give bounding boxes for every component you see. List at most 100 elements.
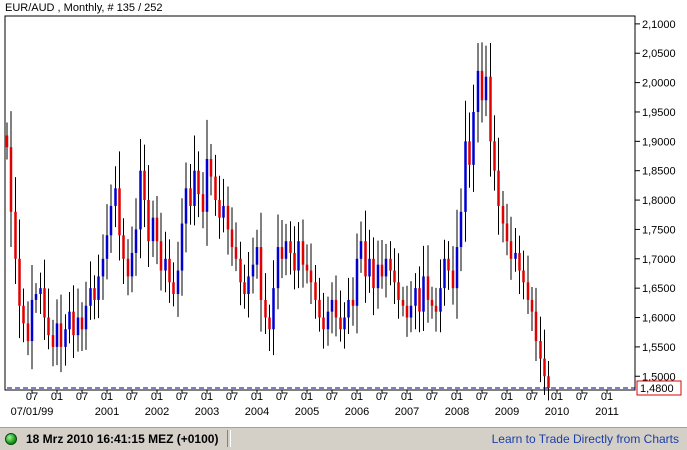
candle-down [318,299,321,318]
candle-down [189,188,192,206]
candle-down [372,258,375,289]
x-tick-label: 07 [326,391,338,403]
candle-down [280,247,284,259]
y-tick-label: 1,8000 [642,195,676,207]
candle-down [364,241,367,277]
candle-up [222,205,225,218]
y-tick-label: 1,7500 [642,224,676,236]
y-tick-label: 1,6000 [642,313,676,325]
candle-up [297,241,300,271]
x-tick-label: 01 [351,391,363,403]
candle-down [526,282,530,300]
candle-down [209,158,213,177]
candle-up [164,258,167,271]
candle-down [155,217,159,242]
x-tick-label: 01 [601,391,613,403]
x-tick-label: 01 [551,391,563,403]
candle-up [368,258,371,277]
x-tick-label: 07 [76,391,88,403]
candle-down [264,299,267,318]
candle-up [272,288,275,330]
candle-down [468,141,471,165]
candle-down [226,205,230,230]
candle-down [47,317,50,336]
x-tick-label: 01 [451,391,463,403]
x-year-label: 2005 [295,406,319,418]
x-year-label: 2008 [445,406,469,418]
candle-down [201,194,205,212]
candle-down [339,317,342,330]
candle-down [480,70,484,101]
candle-down [530,299,534,312]
candle-down [43,288,46,318]
x-tick-label: 01 [51,391,63,403]
candle-down [122,235,125,259]
x-year-label: 07/01/99 [11,406,54,418]
candle-down [493,141,496,171]
candle-down [518,252,521,271]
candle-up [284,241,288,259]
x-tick-label: 07 [376,391,388,403]
candlestick-chart[interactable]: EUR/AUD , Monthly, # 135 / 252 2,1000 2,0… [0,0,687,427]
candle-down [197,170,200,195]
status-datetime: 18 Mrz 2010 16:41:15 MEZ (+0100) [26,432,219,446]
candle-up [276,247,280,289]
candle-down [26,323,30,342]
candle-down [9,147,13,212]
candle-up [439,288,442,312]
x-tick-label: 01 [201,391,213,403]
candle-up [139,170,142,230]
candle-down [243,282,246,295]
candle-down [239,258,242,283]
candle-up [514,252,517,259]
y-axis: 2,1000 2,0500 2,0000 1,9500 1,9000 1,8500 1,80… [635,19,676,383]
x-tick-label: 07 [576,391,588,403]
candle-down [59,323,63,347]
candle-down [539,341,542,359]
x-tick-label: 07 [126,391,138,403]
x-tick-label: 07 [276,391,288,403]
candle-up [409,305,413,318]
candle-up [464,141,467,212]
candle-up [384,258,388,277]
y-tick-label: 1,6500 [642,283,676,295]
candle-down [230,229,234,248]
candle-down [434,305,438,312]
candle-down [393,270,396,283]
x-tick-label: 01 [101,391,113,403]
candle-down [397,282,400,300]
candle-down [147,200,150,242]
candle-up [459,211,463,248]
x-year-label: 2007 [395,406,419,418]
candle-up [422,276,425,312]
candle-down [93,288,96,300]
x-tick-label: 07 [526,391,538,403]
candle-up [476,70,480,112]
y-tick-label: 1,8500 [642,166,676,178]
x-year-label: 2004 [245,406,269,418]
candle-down [401,299,405,306]
candle-down [159,241,163,271]
candle-up [255,247,259,265]
candle-up [376,264,380,289]
candle-up [484,76,488,101]
x-year-label: 2011 [595,406,619,418]
candle-down [309,270,313,283]
x-year-label: 2001 [95,406,119,418]
learn-to-trade-link[interactable]: Learn to Trade Directly from Charts [491,432,679,446]
candle-down [543,358,546,377]
y-tick-label: 1,9500 [642,107,676,119]
x-tick-label: 07 [176,391,188,403]
candle-up [55,323,59,347]
candle-down [51,335,55,347]
status-divider [227,430,231,447]
candle-down [168,258,171,283]
candle-down [314,282,317,300]
candle-up [347,299,350,318]
candle-down [405,305,409,318]
candle-down [301,241,305,265]
candle-up [114,188,117,206]
y-tick-label: 2,0000 [642,78,676,90]
candle-down [522,270,525,283]
